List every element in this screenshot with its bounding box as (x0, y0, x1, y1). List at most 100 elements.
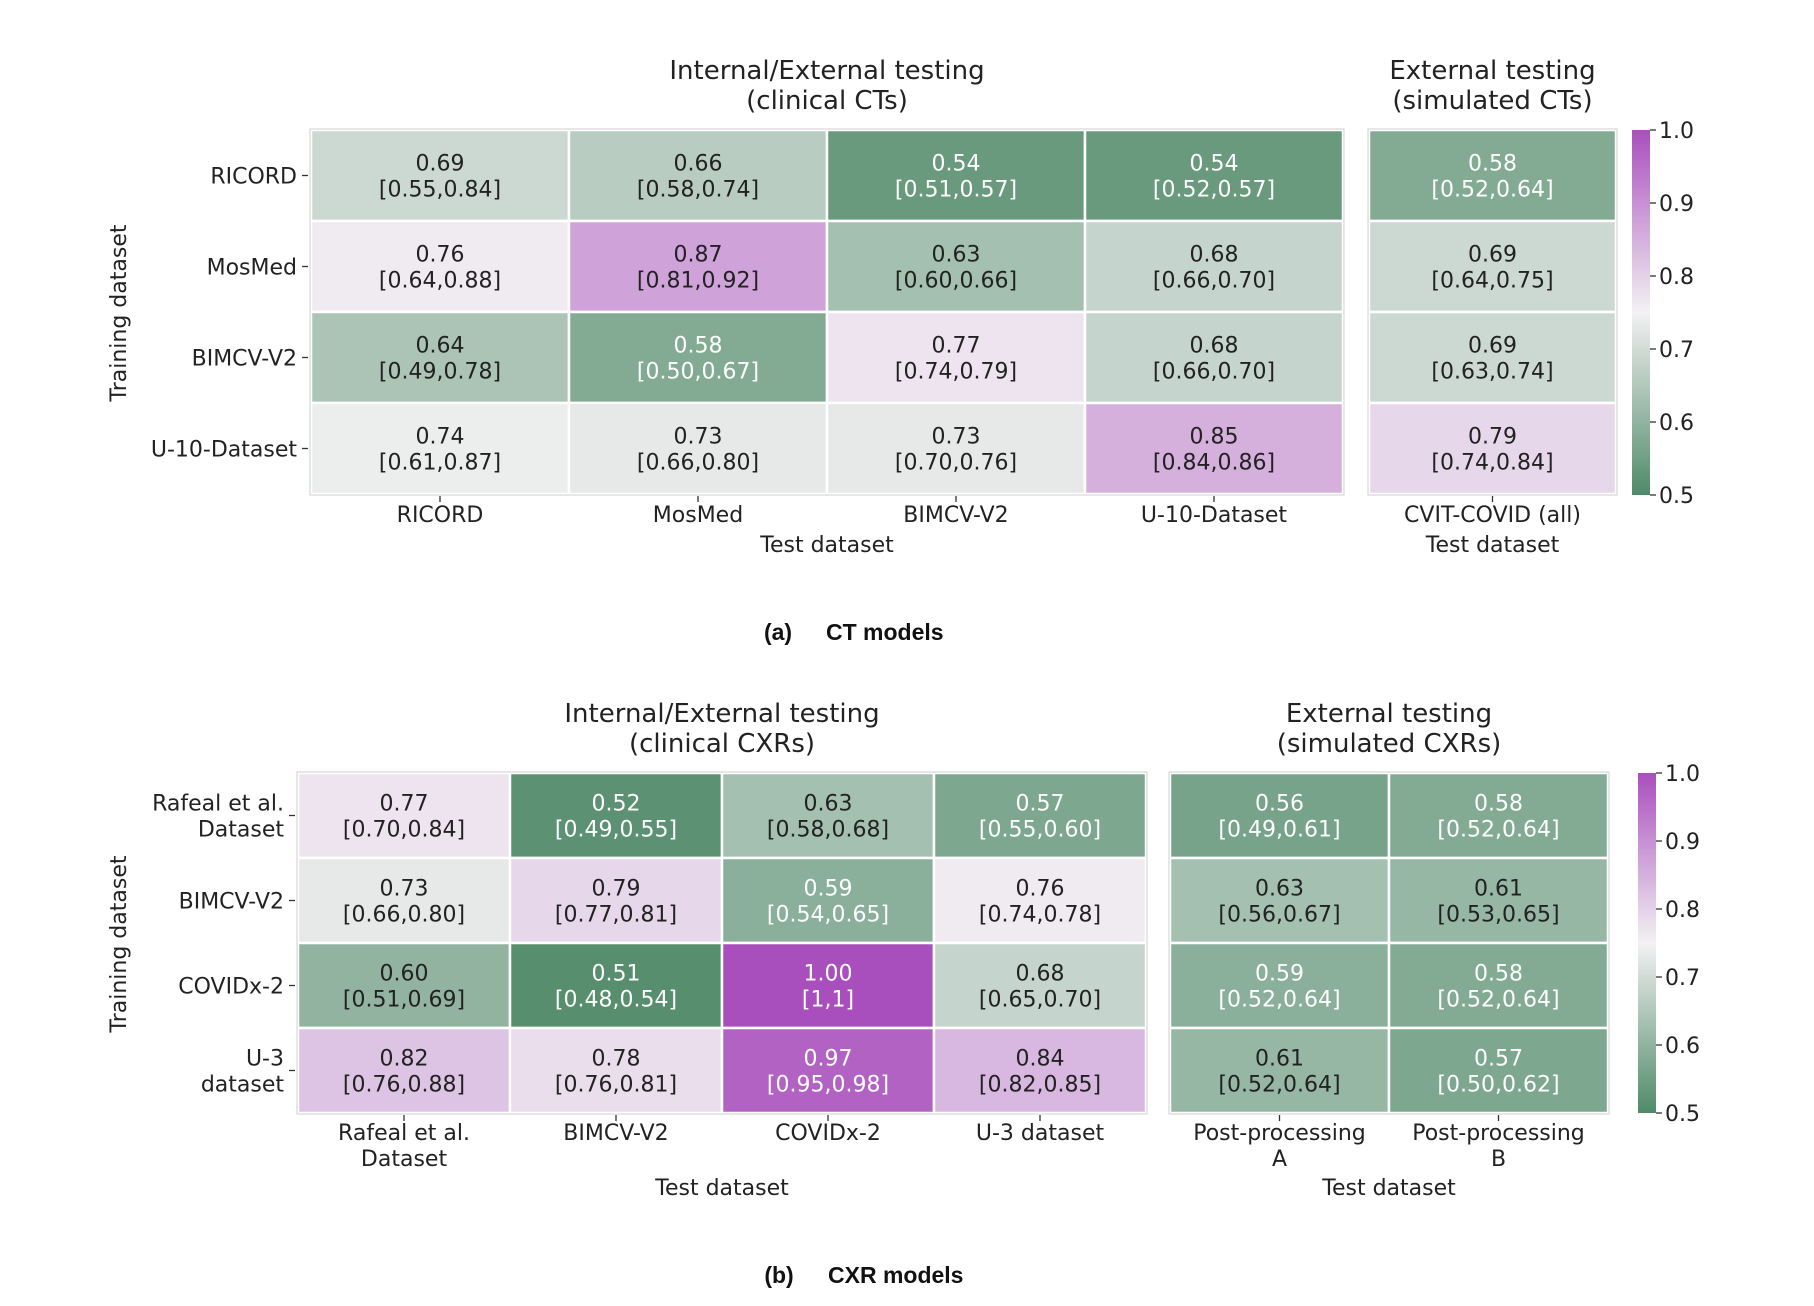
heatmap-cell (932, 1026, 1148, 1115)
heatmap-cell (1083, 310, 1345, 405)
row-label: BIMCV-V2 (179, 890, 284, 915)
cell-value-label: 0.68 (1190, 243, 1239, 268)
heatmap-cell (720, 1026, 936, 1115)
cell-ci-label: [0.64,0.88] (379, 269, 501, 294)
panel-title: External testing (1389, 56, 1595, 86)
heatmap-cell (567, 310, 829, 405)
cell-ci-label: [0.54,0.65] (767, 903, 889, 928)
cell-ci-label: [0.60,0.66] (895, 269, 1017, 294)
heatmap-cell (932, 771, 1148, 860)
cell-ci-label: [0.58,0.74] (637, 178, 759, 203)
heatmap-cell (567, 219, 829, 314)
heatmap-panel-simulated: External testing(simulated CXRs) 0.56[0.4… (1168, 699, 1610, 1201)
heatmap-panel-clinical: Internal/External testing(clinical CTs) 0… (309, 56, 1345, 558)
panel-subtitle: (clinical CXRs) (629, 729, 815, 759)
cell-value-label: 0.69 (1468, 334, 1517, 359)
heatmap-figure-ct: Training dataset RICORD MosMed BIMCV-V2 U-10… (107, 56, 1694, 645)
cell-value-label: 0.69 (1468, 243, 1517, 268)
cell-ci-label: [0.55,0.60] (979, 818, 1101, 843)
panel-subtitle: (simulated CTs) (1392, 86, 1592, 116)
heatmap-cell (309, 219, 571, 314)
cell-value-label: 0.58 (674, 334, 723, 359)
cell-value-label: 0.63 (1255, 877, 1304, 902)
cell-ci-label: [0.51,0.69] (343, 988, 465, 1013)
cell-value-label: 0.61 (1255, 1047, 1304, 1072)
cell-value-label: 0.79 (592, 877, 641, 902)
cell-value-label: 0.66 (674, 152, 723, 177)
cell-value-label: 0.51 (592, 962, 641, 987)
column-label: A (1272, 1147, 1287, 1172)
heatmap-cell (1387, 941, 1610, 1030)
cell-ci-label: [0.53,0.65] (1437, 903, 1559, 928)
cell-ci-label: [0.52,0.64] (1218, 988, 1340, 1013)
cell-value-label: 0.76 (416, 243, 465, 268)
cell-ci-label: [0.58,0.68] (767, 818, 889, 843)
column-label: BIMCV-V2 (563, 1121, 668, 1146)
column-label: Post-processing (1412, 1121, 1585, 1146)
heatmap-cell (508, 771, 724, 860)
colorbar-tick-label: 0.7 (1659, 338, 1694, 363)
cell-ci-label: [0.52,0.64] (1437, 988, 1559, 1013)
column-label: MosMed (653, 503, 743, 528)
heatmap-cell (1367, 310, 1618, 405)
heatmap-cell (1168, 1026, 1391, 1115)
heatmap-cell (309, 310, 571, 405)
cell-ci-label: [0.50,0.67] (637, 360, 759, 385)
panel-frame (1168, 771, 1610, 1115)
panel-title: Internal/External testing (669, 56, 984, 86)
heatmap-cell (1387, 856, 1610, 945)
cell-value-label: 0.54 (932, 152, 981, 177)
cell-ci-label: [0.48,0.54] (555, 988, 677, 1013)
cell-ci-label: [0.52,0.64] (1437, 818, 1559, 843)
row-label: U-10-Dataset (151, 438, 298, 463)
cell-ci-label: [0.76,0.88] (343, 1073, 465, 1098)
colorbar-tick-label: 0.9 (1659, 192, 1694, 217)
cell-value-label: 0.54 (1190, 152, 1239, 177)
cell-value-label: 0.64 (416, 334, 465, 359)
cell-ci-label: [0.49,0.78] (379, 360, 501, 385)
colorbar-tick-label: 1.0 (1665, 762, 1700, 787)
column-label: Post-processing (1193, 1121, 1366, 1146)
cell-ci-label: [0.70,0.76] (895, 451, 1017, 476)
cell-value-label: 0.97 (804, 1047, 853, 1072)
cell-value-label: 0.79 (1468, 425, 1517, 450)
heatmap-cell (1083, 128, 1345, 223)
cell-value-label: 0.73 (674, 425, 723, 450)
cell-value-label: 0.57 (1474, 1047, 1523, 1072)
cell-value-label: 0.82 (380, 1047, 429, 1072)
cell-value-label: 0.59 (1255, 962, 1304, 987)
column-label: Rafeal et al. (338, 1121, 470, 1146)
cell-ci-label: [0.50,0.62] (1437, 1073, 1559, 1098)
cell-value-label: 0.77 (380, 792, 429, 817)
heatmap-cell (932, 856, 1148, 945)
heatmap-cell (1387, 771, 1610, 860)
colorbar-tick-label: 0.9 (1665, 830, 1700, 855)
heatmap-cell (1387, 1026, 1610, 1115)
caption-text: CXR models (828, 1262, 963, 1288)
cell-ci-label: [0.49,0.61] (1218, 818, 1340, 843)
cell-value-label: 1.00 (804, 962, 853, 987)
cell-ci-label: [0.70,0.84] (343, 818, 465, 843)
panel-title: External testing (1286, 699, 1492, 729)
heatmap-cell (825, 310, 1087, 405)
heatmap-cell (932, 941, 1148, 1030)
colorbar-tick-label: 0.6 (1659, 411, 1694, 436)
figure-caption: (a) CT models (764, 619, 944, 645)
cell-ci-label: [0.74,0.79] (895, 360, 1017, 385)
heatmap-cell (1367, 128, 1618, 223)
colorbar: 1.0 0.9 0.8 0.7 0.6 0.5 (1632, 119, 1694, 509)
cell-ci-label: [0.66,0.70] (1153, 269, 1275, 294)
cell-value-label: 0.69 (416, 152, 465, 177)
cell-value-label: 0.73 (932, 425, 981, 450)
cell-value-label: 0.84 (1016, 1047, 1065, 1072)
y-axis-label: Training dataset (107, 855, 132, 1033)
cell-ci-label: [0.65,0.70] (979, 988, 1101, 1013)
heatmap-cell (567, 401, 829, 496)
heatmap-cell (1083, 219, 1345, 314)
x-axis-label: Test dataset (654, 1176, 789, 1201)
row-label: U-3 (246, 1047, 284, 1072)
column-label: U-10-Dataset (1141, 503, 1288, 528)
cell-ci-label: [0.55,0.84] (379, 178, 501, 203)
cell-ci-label: [0.84,0.86] (1153, 451, 1275, 476)
cell-ci-label: [0.63,0.74] (1431, 360, 1553, 385)
